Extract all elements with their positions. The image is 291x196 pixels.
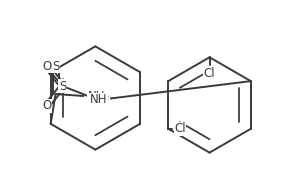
Text: O: O [42,99,51,113]
Text: O: O [42,60,51,73]
Text: Cl: Cl [174,122,186,135]
Text: Cl: Cl [204,67,215,80]
Text: S: S [59,80,66,93]
Text: NH: NH [90,93,107,106]
Text: S: S [52,60,59,73]
Text: NH₂: NH₂ [87,90,110,103]
